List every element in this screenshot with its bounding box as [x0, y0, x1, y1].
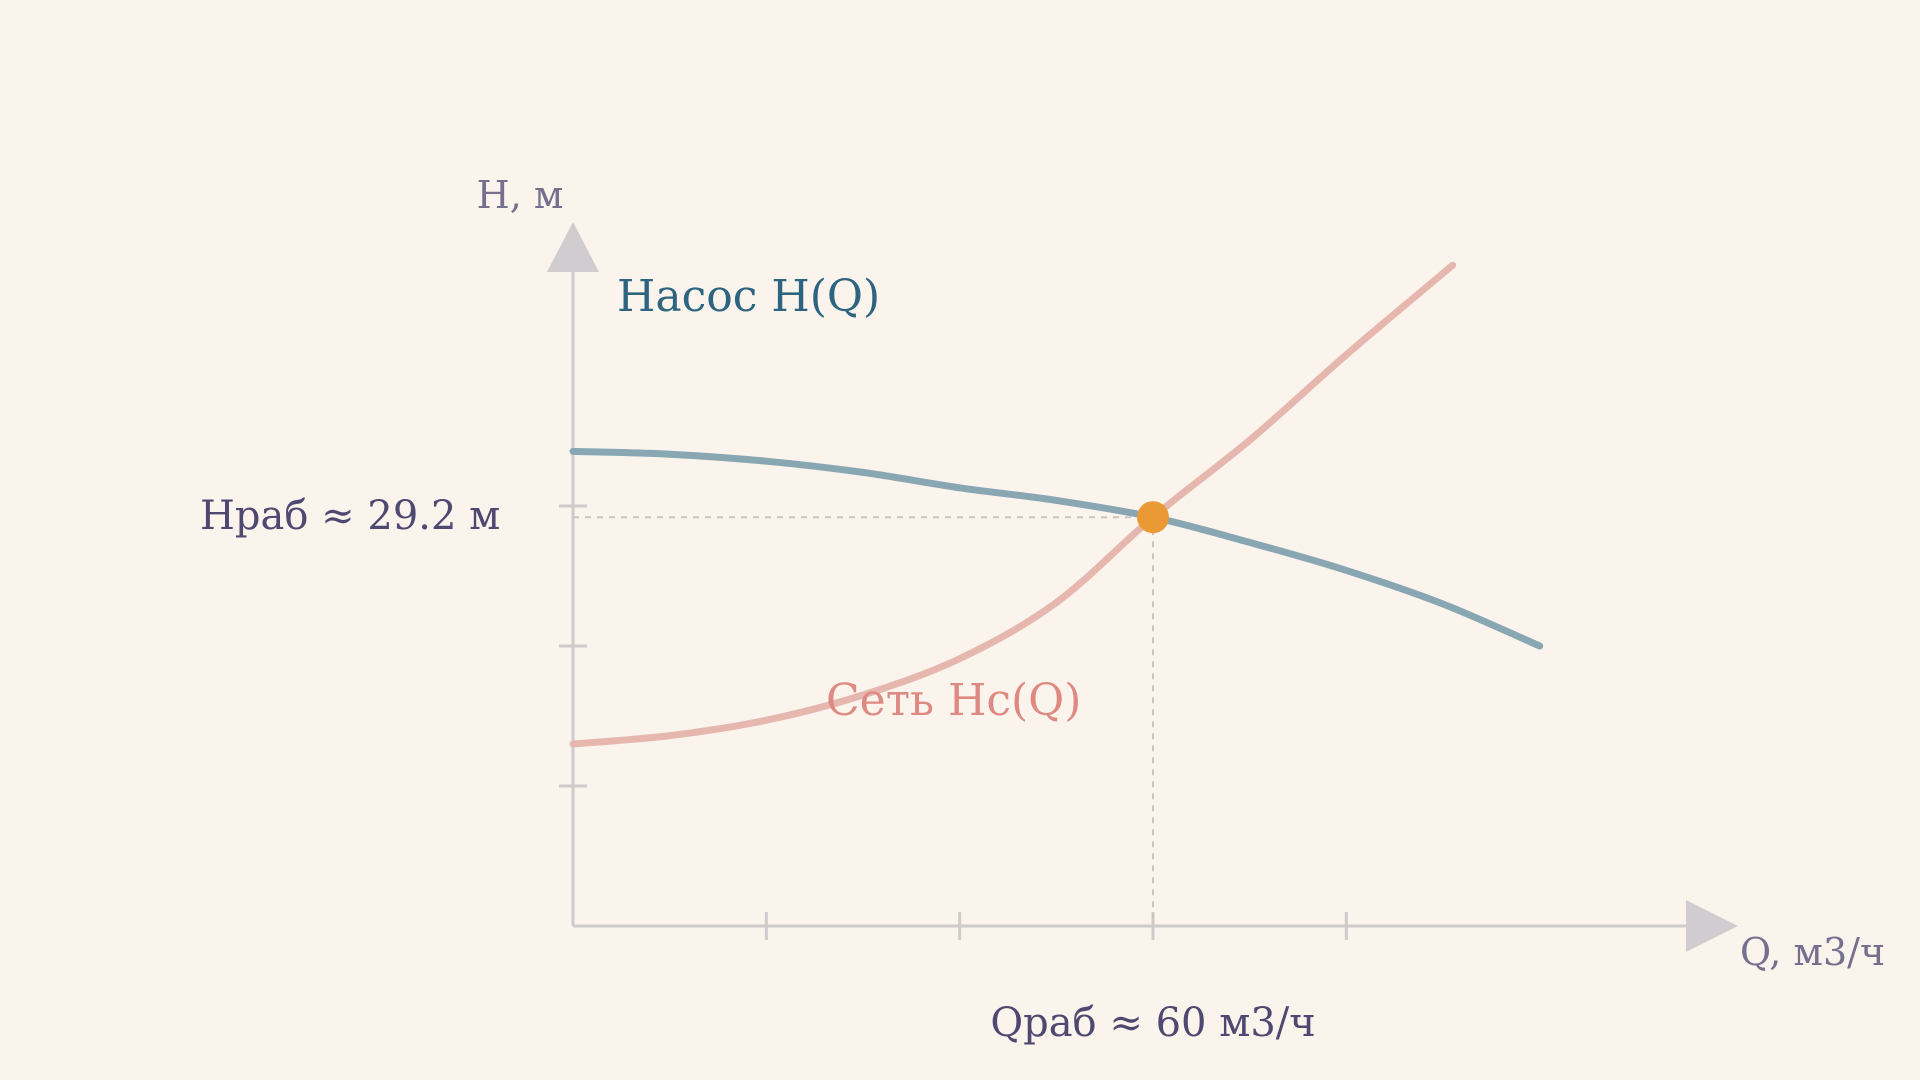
series-label-network: Сеть Hc(Q): [826, 675, 1081, 726]
x-axis-arrow-icon: [1686, 900, 1738, 952]
operating-point-guides: [573, 516, 1154, 926]
y-axis-title: H, м: [477, 173, 564, 217]
curves: [569, 261, 1544, 748]
series-label-pump: Насос H(Q): [617, 271, 880, 322]
operating-head-label: Hраб ≈ 29.2 м: [200, 493, 500, 539]
y-axis-arrow-icon: [547, 222, 599, 272]
operating-point-marker: [1137, 501, 1169, 534]
x-axis-title: Q, м3/ч: [1740, 930, 1885, 974]
series-line-network: [569, 261, 1457, 748]
operating-flow-label: Qраб ≈ 60 м3/ч: [990, 1000, 1315, 1046]
axis-ticks: [559, 504, 1348, 940]
axes: [547, 222, 1738, 952]
series-line-pump: [569, 447, 1544, 650]
